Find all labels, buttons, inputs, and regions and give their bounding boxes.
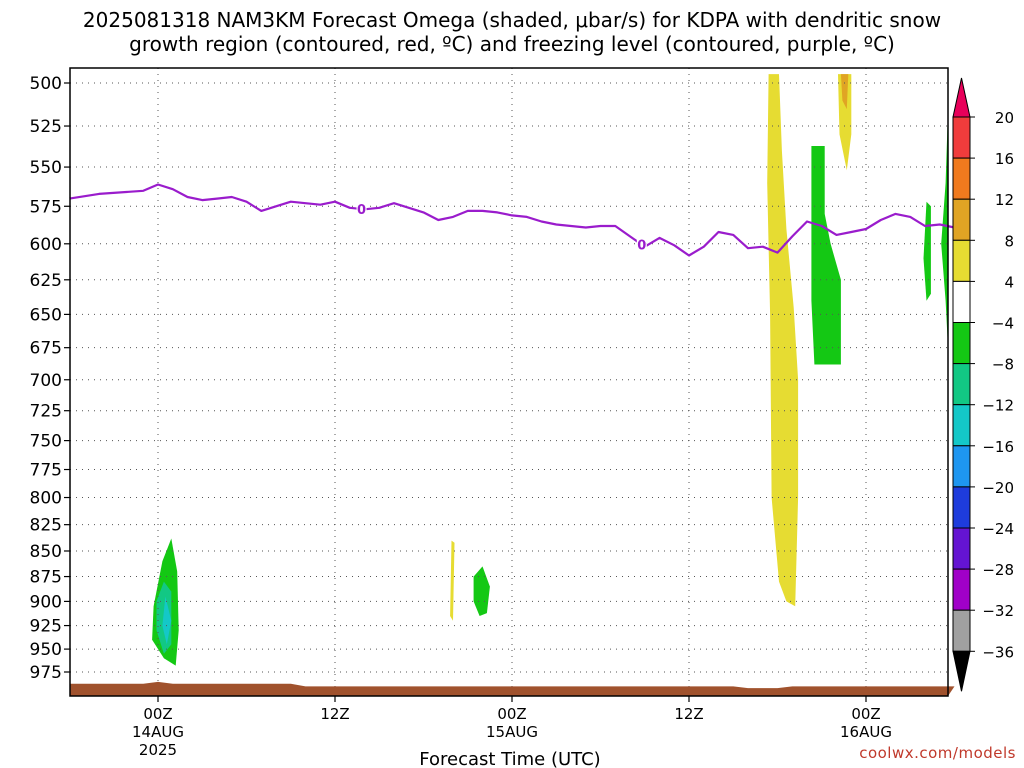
y-tick-label-675: 675 (30, 339, 62, 359)
y-tick-label-750: 750 (30, 432, 62, 452)
colorbar-label-4: 4 (1004, 273, 1014, 291)
y-tick-label-800: 800 (30, 489, 62, 509)
colorbar-segment-11 (952, 568, 971, 611)
x-tick-label-42: 12Z (674, 705, 703, 723)
y-tick-label-975: 975 (30, 663, 62, 683)
freezing-label-bg-0 (356, 202, 367, 217)
freezing-level-label-1: 0 (637, 239, 646, 254)
y-axis-ticks: 500 525 550 575 600 625 650 675 700 725 750 775 800 8… (30, 74, 70, 683)
x-tick-label-54: 00Z (851, 705, 880, 723)
omega-shading-layer (152, 74, 948, 666)
plot-frame (69, 67, 949, 697)
x-axis-label: Forecast Time (UTC) (419, 749, 600, 768)
colorbar-segment-2 (952, 198, 971, 241)
y-tick-label-725: 725 (30, 402, 62, 422)
colorbar-segment-4 (952, 280, 971, 323)
colorbar-segment-1 (952, 157, 971, 200)
colorbar-segment-7 (952, 404, 971, 447)
y-tick-label-900: 900 (30, 592, 62, 612)
omega-region-4 (473, 566, 490, 616)
colorbar-top-arrow (952, 77, 971, 118)
colorbar-segment-12 (952, 609, 971, 652)
freezing-level-label-0: 0 (357, 203, 366, 218)
colorbar-segment-6 (952, 363, 971, 406)
y-tick-label-925: 925 (30, 617, 62, 637)
colorbar-label-0: 20 (995, 109, 1014, 127)
omega-region-8 (840, 74, 849, 110)
y-tick-label-825: 825 (30, 516, 62, 536)
colorbar-label-12: −32 (982, 602, 1014, 620)
y-tick-label-875: 875 (30, 568, 62, 588)
x-tick-date-30: 15AUG (486, 723, 538, 741)
x-tick-year-6: 2025 (139, 741, 177, 759)
y-tick-label-775: 775 (30, 461, 62, 481)
omega-region-5 (767, 74, 799, 607)
chart-title-line2: growth region (contoured, red, ºC) and f… (129, 32, 895, 56)
x-tick-date-54: 16AUG (840, 723, 892, 741)
colorbar-label-1: 16 (995, 150, 1014, 168)
freezing-label-bg-1 (636, 237, 647, 252)
y-tick-label-700: 700 (30, 371, 62, 391)
colorbar-label-10: −24 (982, 520, 1014, 538)
surface-layer (69, 681, 955, 696)
chart-title-line1: 2025081318 NAM3KM Forecast Omega (shaded… (82, 8, 942, 32)
y-tick-label-625: 625 (30, 271, 62, 291)
y-tick-label-575: 575 (30, 197, 62, 217)
colorbar-label-11: −28 (982, 561, 1014, 579)
freezing-level-line (69, 183, 955, 257)
colorbar-segment-9 (952, 486, 971, 529)
y-tick-label-600: 600 (30, 235, 62, 255)
omega-region-10 (941, 83, 948, 348)
omega-region-3 (450, 540, 455, 621)
omega-region-9 (923, 201, 931, 301)
x-tick-label-6: 00Z (143, 705, 172, 723)
colorbar-label-2: 12 (995, 191, 1014, 209)
colorbar: 20 16 12 8 4 −4 −8 −12 −16 −20 −24 −28 −32 −36 (952, 77, 1014, 692)
colorbar-segment-5 (952, 322, 971, 365)
colorbar-label-7: −12 (982, 397, 1014, 415)
colorbar-label-8: −16 (982, 438, 1014, 456)
colorbar-label-9: −20 (982, 479, 1014, 497)
colorbar-segment-8 (952, 445, 971, 488)
colorbar-segment-10 (952, 527, 971, 570)
surface-fill (69, 681, 955, 696)
colorbar-label-5: −4 (992, 315, 1014, 333)
grid-layer (70, 68, 948, 696)
x-tick-date-6: 14AUG (132, 723, 184, 741)
y-tick-label-850: 850 (30, 542, 62, 562)
x-tick-label-18: 12Z (320, 705, 349, 723)
colorbar-label-13: −36 (982, 643, 1014, 661)
x-tick-label-30: 00Z (497, 705, 526, 723)
colorbar-segment-3 (952, 239, 971, 282)
y-tick-label-950: 950 (30, 640, 62, 660)
credit-text: coolwx.com/models (859, 744, 1016, 762)
y-tick-label-525: 525 (30, 117, 62, 137)
colorbar-label-3: 8 (1004, 232, 1014, 250)
omega-region-6 (811, 146, 841, 365)
omega-region-7 (838, 74, 852, 171)
y-tick-label-550: 550 (30, 158, 62, 178)
colorbar-label-6: −8 (992, 356, 1014, 374)
colorbar-bottom-arrow (952, 650, 971, 692)
omega-region-2 (162, 596, 172, 645)
y-tick-label-650: 650 (30, 305, 62, 325)
colorbar-segment-0 (952, 116, 971, 159)
freezing-level-layer: 00 (69, 183, 955, 257)
y-tick-label-500: 500 (30, 74, 62, 94)
